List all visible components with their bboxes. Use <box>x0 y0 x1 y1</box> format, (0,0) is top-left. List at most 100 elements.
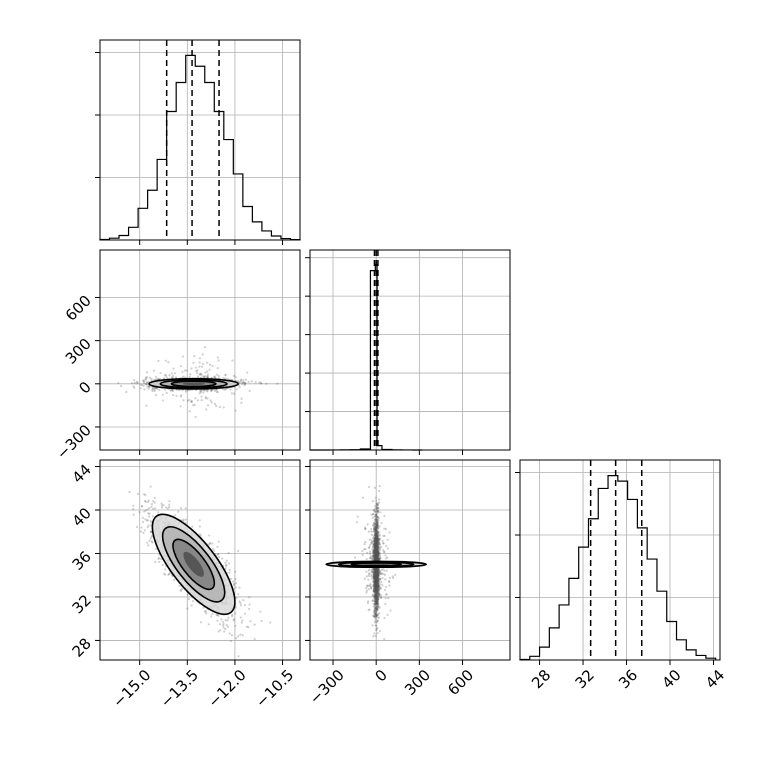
scatter-point <box>145 404 148 407</box>
scatter-point <box>369 555 372 558</box>
scatter-point <box>148 515 151 518</box>
scatter-point <box>146 500 149 504</box>
scatter-point <box>376 588 379 591</box>
scatter-point <box>376 538 380 541</box>
scatter-point <box>376 569 379 572</box>
scatter-point <box>146 376 149 379</box>
scatter-point <box>379 547 382 551</box>
scatter-point <box>194 415 197 419</box>
scatter-point <box>376 602 379 605</box>
scatter-point <box>224 563 228 567</box>
scatter-point <box>232 619 235 622</box>
scatter-point <box>375 577 378 580</box>
scatter-point <box>379 578 382 581</box>
scatter-point <box>164 573 167 576</box>
scatter-point <box>374 555 377 558</box>
scatter-point <box>371 594 374 597</box>
scatter-point <box>199 372 203 375</box>
scatter-point <box>186 389 189 392</box>
scatter-point <box>190 367 193 370</box>
scatter-point <box>375 551 378 555</box>
scatter-point <box>368 557 372 560</box>
scatter-point <box>375 546 379 550</box>
scatter-point <box>374 590 378 593</box>
scatter-point <box>376 596 379 599</box>
scatter-point <box>377 572 380 575</box>
scatter-point <box>374 577 377 580</box>
scatter-point <box>376 567 380 571</box>
scatter-point <box>210 389 213 392</box>
scatter-point <box>376 532 379 535</box>
scatter-point <box>376 532 379 535</box>
scatter-point <box>373 552 376 555</box>
contour-line-2 <box>172 538 216 591</box>
scatter-point <box>373 539 376 542</box>
scatter-point <box>382 568 385 571</box>
scatter-point <box>376 555 379 558</box>
scatter-point <box>376 604 380 607</box>
scatter-point <box>374 594 377 598</box>
scatter-point <box>373 536 377 539</box>
scatter-point <box>217 630 220 633</box>
scatter-point <box>133 381 136 384</box>
scatter-point <box>216 390 219 394</box>
scatter-point <box>206 370 209 373</box>
scatter-point <box>374 583 377 586</box>
scatter-point <box>367 530 371 533</box>
scatter-point <box>373 575 376 578</box>
scatter-point <box>241 619 244 622</box>
scatter-point <box>375 548 378 551</box>
scatter-point <box>376 600 380 603</box>
scatter-point <box>373 589 376 593</box>
scatter-point <box>375 548 378 552</box>
scatter-point <box>374 583 378 586</box>
scatter-point <box>374 538 378 541</box>
scatter-point <box>374 557 377 561</box>
scatter-point <box>242 599 245 602</box>
scatter-point <box>376 619 379 622</box>
scatter-point <box>375 551 378 554</box>
scatter-point <box>206 397 209 400</box>
scatter-point <box>375 579 378 582</box>
scatter-point <box>373 545 376 548</box>
scatter-point <box>151 388 154 391</box>
scatter-point <box>375 539 378 542</box>
scatter-point <box>200 373 203 376</box>
scatter-point <box>188 410 191 413</box>
scatter-point <box>388 584 391 587</box>
scatter-point <box>376 599 379 603</box>
scatter-point <box>181 587 184 591</box>
scatter-point <box>377 591 380 594</box>
scatter-point <box>151 515 154 518</box>
scatter-point <box>375 546 378 550</box>
scatter-point <box>149 530 153 534</box>
scatter-point <box>375 598 378 601</box>
scatter-point <box>168 503 171 506</box>
scatter-point <box>376 569 379 572</box>
scatter-point <box>375 547 378 551</box>
scatter-point <box>372 551 375 554</box>
scatter-point <box>376 558 380 561</box>
scatter-point <box>373 557 376 561</box>
scatter-point <box>136 492 140 495</box>
scatter-point <box>140 504 144 508</box>
scatter-point <box>242 381 245 384</box>
scatter-point <box>374 539 377 543</box>
scatter-point <box>376 595 379 598</box>
scatter-point <box>373 582 377 585</box>
scatter-point <box>375 536 378 539</box>
scatter-point <box>164 359 168 362</box>
scatter-point <box>183 369 187 372</box>
scatter-point <box>373 574 376 577</box>
scatter-point <box>241 634 244 637</box>
scatter-point <box>374 594 377 597</box>
scatter-point <box>230 577 233 581</box>
scatter-point <box>374 568 377 571</box>
contour-line-1 <box>159 379 228 389</box>
scatter-point <box>373 544 376 547</box>
scatter-point <box>190 399 193 402</box>
scatter-point <box>374 553 377 556</box>
scatter-point <box>373 582 376 585</box>
scatter-point <box>238 600 241 603</box>
scatter-point <box>374 524 377 528</box>
